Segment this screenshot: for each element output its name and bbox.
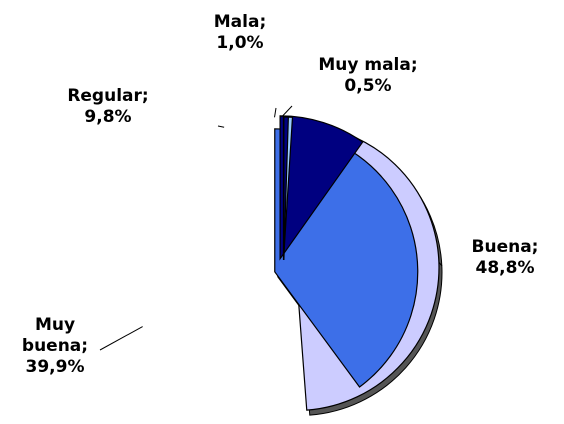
- category-line: Regular;: [67, 86, 148, 106]
- slice: [279, 115, 364, 261]
- slice-category: Buena;: [472, 237, 539, 257]
- leader-line: [438, 261, 443, 267]
- slice-value: 39,9%: [26, 357, 85, 377]
- slice-value: 0,5%: [344, 76, 391, 96]
- category-line: Muy: [35, 315, 75, 335]
- category-line: Muy mala;: [318, 55, 417, 75]
- slice: [283, 116, 289, 261]
- slice-category: Muy buena;: [22, 315, 88, 356]
- leader-line: [217, 125, 225, 128]
- category-line: buena;: [22, 336, 88, 356]
- slice-label: Muy mala; 0,5%: [318, 55, 417, 96]
- category-line: Mala;: [214, 12, 267, 32]
- slice-label: Regular; 9,8%: [67, 86, 148, 127]
- slice-value: 1,0%: [216, 33, 263, 53]
- leader-line: [274, 107, 277, 118]
- slice-label: Muy buena; 39,9%: [22, 315, 88, 377]
- slice-label: Buena; 48,8%: [472, 237, 539, 278]
- slice-value: 9,8%: [84, 107, 131, 127]
- leader-line: [99, 326, 143, 351]
- slice-label: Mala; 1,0%: [214, 12, 267, 53]
- category-line: Buena;: [472, 237, 539, 257]
- leader-line: [281, 105, 293, 118]
- slice-category: Mala;: [214, 12, 267, 32]
- slice-category: Muy mala;: [318, 55, 417, 75]
- slice-category: Regular;: [67, 86, 148, 106]
- slice-value: 48,8%: [476, 258, 535, 278]
